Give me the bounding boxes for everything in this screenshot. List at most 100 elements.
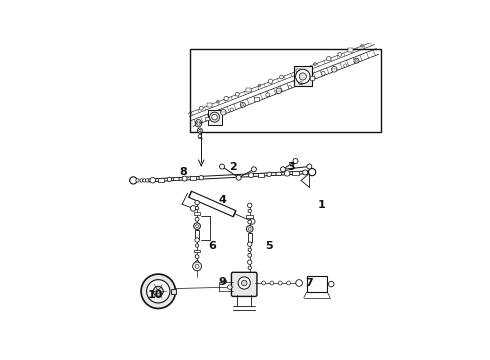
Circle shape xyxy=(196,207,199,210)
Circle shape xyxy=(195,264,199,268)
Circle shape xyxy=(267,172,271,176)
Bar xyxy=(158,178,164,182)
Bar xyxy=(248,233,252,242)
Circle shape xyxy=(248,248,251,251)
Circle shape xyxy=(227,285,232,289)
Circle shape xyxy=(288,85,292,89)
Circle shape xyxy=(147,280,170,303)
Bar xyxy=(348,48,353,52)
Circle shape xyxy=(251,167,256,172)
Circle shape xyxy=(195,238,199,242)
Circle shape xyxy=(247,203,252,208)
Circle shape xyxy=(307,164,312,169)
Circle shape xyxy=(259,85,260,86)
Circle shape xyxy=(198,134,201,138)
Circle shape xyxy=(197,128,202,133)
Circle shape xyxy=(332,67,337,72)
Circle shape xyxy=(193,262,201,271)
Circle shape xyxy=(314,63,316,66)
Circle shape xyxy=(248,266,251,269)
Ellipse shape xyxy=(173,177,179,181)
Circle shape xyxy=(258,84,261,87)
Bar xyxy=(190,49,381,132)
Text: 6: 6 xyxy=(208,240,216,251)
Text: 8: 8 xyxy=(179,167,187,177)
Bar xyxy=(171,288,176,294)
Circle shape xyxy=(309,168,316,176)
Circle shape xyxy=(195,217,199,221)
Circle shape xyxy=(242,280,247,286)
Circle shape xyxy=(249,219,255,224)
Text: 10: 10 xyxy=(148,291,163,301)
Circle shape xyxy=(156,289,160,293)
Circle shape xyxy=(195,255,199,258)
Bar xyxy=(208,110,222,125)
Circle shape xyxy=(210,112,220,122)
Bar xyxy=(194,250,200,252)
Circle shape xyxy=(199,176,203,180)
Circle shape xyxy=(300,81,302,83)
Circle shape xyxy=(153,286,163,296)
Text: 9: 9 xyxy=(218,276,226,287)
Text: 3: 3 xyxy=(288,162,295,172)
Circle shape xyxy=(280,75,284,79)
Circle shape xyxy=(195,120,202,127)
Text: 1: 1 xyxy=(318,201,326,210)
Circle shape xyxy=(270,281,274,285)
Circle shape xyxy=(197,121,199,123)
Circle shape xyxy=(298,80,303,85)
Circle shape xyxy=(343,64,347,67)
Circle shape xyxy=(136,179,139,182)
Circle shape xyxy=(280,167,286,172)
Circle shape xyxy=(242,104,244,106)
Circle shape xyxy=(326,57,331,61)
Circle shape xyxy=(199,129,201,132)
Circle shape xyxy=(354,58,359,63)
Circle shape xyxy=(247,260,252,264)
Bar xyxy=(296,69,301,72)
Circle shape xyxy=(248,228,251,230)
Circle shape xyxy=(276,88,282,94)
Text: 2: 2 xyxy=(229,162,237,172)
Circle shape xyxy=(314,63,316,64)
Circle shape xyxy=(238,277,250,289)
Circle shape xyxy=(143,179,146,182)
Ellipse shape xyxy=(276,172,282,175)
Circle shape xyxy=(150,177,155,183)
Circle shape xyxy=(246,226,253,232)
Circle shape xyxy=(196,225,198,228)
Text: 7: 7 xyxy=(305,278,313,288)
Bar xyxy=(246,215,253,218)
Circle shape xyxy=(217,101,219,102)
Circle shape xyxy=(230,108,233,111)
Circle shape xyxy=(321,71,325,75)
Circle shape xyxy=(248,209,251,212)
Bar xyxy=(190,176,196,180)
Circle shape xyxy=(220,109,226,115)
Circle shape xyxy=(217,100,219,103)
Circle shape xyxy=(191,206,196,211)
Bar xyxy=(258,173,264,177)
FancyBboxPatch shape xyxy=(231,272,257,296)
Circle shape xyxy=(247,242,252,246)
Circle shape xyxy=(196,261,199,264)
Circle shape xyxy=(141,274,175,309)
Circle shape xyxy=(362,45,363,46)
Circle shape xyxy=(287,281,291,285)
Text: 4: 4 xyxy=(218,195,226,205)
Circle shape xyxy=(262,281,266,285)
Bar xyxy=(292,171,299,175)
Bar xyxy=(246,88,251,91)
Circle shape xyxy=(223,280,227,284)
Polygon shape xyxy=(189,191,236,217)
Circle shape xyxy=(248,253,252,257)
Circle shape xyxy=(266,93,270,97)
Circle shape xyxy=(199,106,203,110)
Circle shape xyxy=(295,69,310,84)
Circle shape xyxy=(361,44,364,47)
Circle shape xyxy=(182,176,187,181)
Circle shape xyxy=(235,92,239,96)
Circle shape xyxy=(328,281,334,287)
Circle shape xyxy=(212,114,217,120)
Circle shape xyxy=(196,120,201,125)
